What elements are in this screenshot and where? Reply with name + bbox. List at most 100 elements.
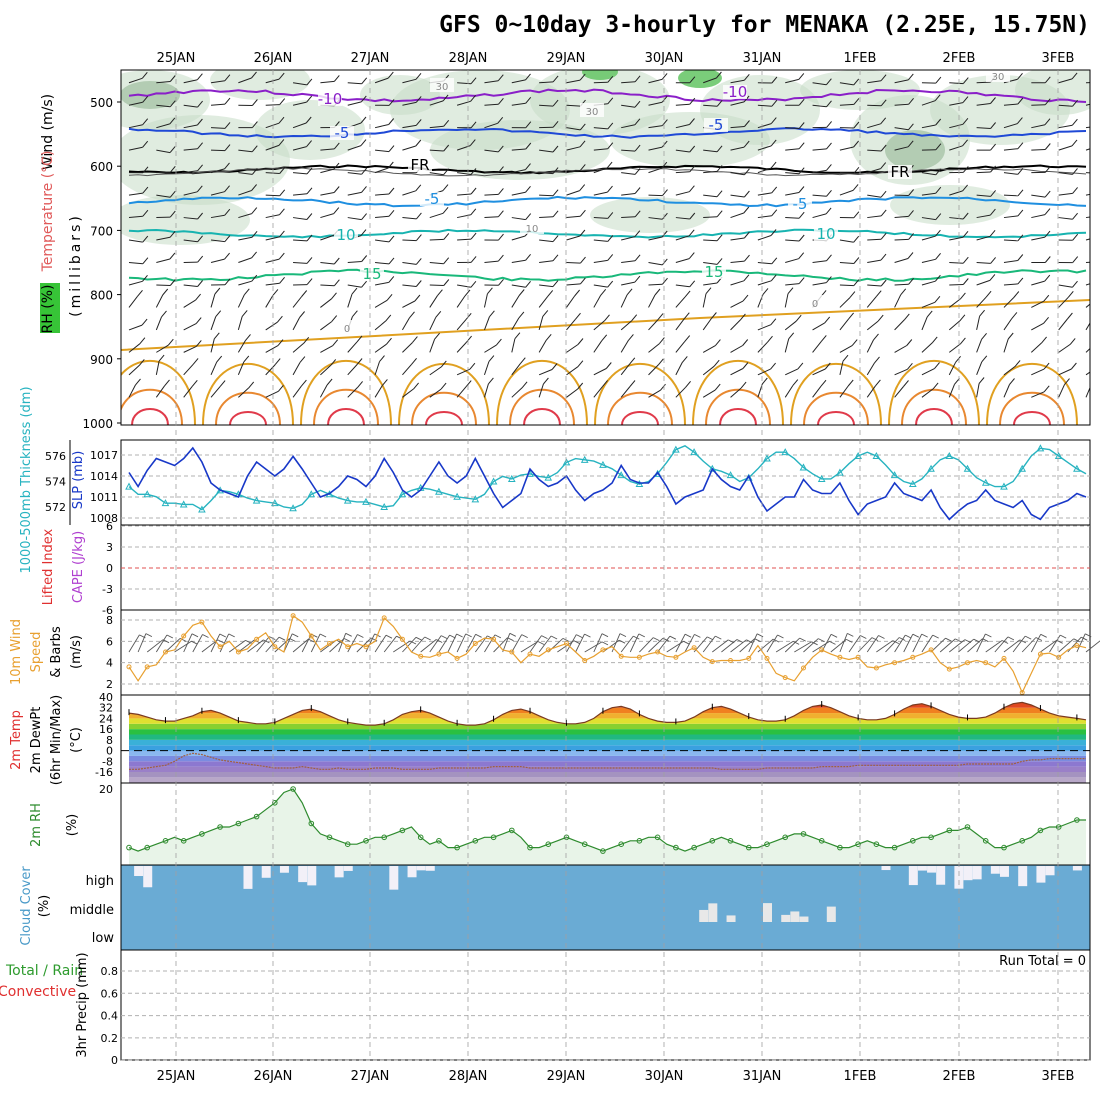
wind-barb	[839, 385, 849, 398]
wind-barb	[374, 299, 388, 308]
wind-barb-flag	[715, 339, 721, 346]
wind-barb-flag	[657, 313, 664, 320]
wind-barb-flag	[684, 335, 691, 342]
wind-barb	[1003, 283, 1018, 286]
wind-barb-flag	[470, 168, 477, 175]
wind-barb-flag	[251, 207, 258, 214]
wind-barb-flag	[142, 186, 149, 194]
wind-barb-flag	[443, 233, 450, 240]
wind-barb	[621, 149, 636, 152]
wind-barb	[648, 167, 662, 174]
wind-barb-flag	[361, 255, 368, 262]
wind-barb-flag	[1096, 337, 1100, 343]
wind10m-barb-flag	[465, 633, 472, 638]
wind-barb-flag	[552, 254, 559, 262]
wind-barb-flag	[1043, 316, 1049, 324]
wind10m-barb	[939, 638, 956, 653]
thickness-point-66	[726, 471, 735, 479]
wind-barb	[1003, 78, 1018, 84]
date-label-top-6: 31JAN	[743, 51, 782, 66]
temp-band	[129, 723, 1086, 730]
wind-barb-flag	[661, 140, 668, 148]
wind-barb-flag	[825, 207, 832, 215]
wind-barb-flag	[771, 99, 778, 107]
warm-isotherm-8-0	[888, 360, 980, 425]
wind-barb-flag	[962, 256, 969, 264]
wind-barb-flag	[661, 161, 668, 169]
wind-barb	[293, 193, 308, 196]
wind-barb	[812, 194, 827, 197]
contour-label-11: 15	[704, 263, 723, 281]
ytick-wind-2: 2	[106, 678, 113, 691]
wind-barb	[976, 214, 991, 219]
wind-barb-flag	[142, 257, 149, 265]
wind-barb	[183, 191, 198, 196]
warm-isotherm-0-0	[121, 360, 196, 425]
wind-barb-flag	[306, 278, 313, 285]
wind-barb-flag	[743, 73, 750, 81]
wind-barb-flag	[169, 75, 176, 82]
wind-barb-flag	[519, 357, 526, 365]
wind-barb	[621, 172, 636, 175]
wind-barb	[538, 296, 549, 308]
wind-barb-flag	[962, 139, 968, 147]
wind-barb	[921, 316, 928, 331]
wind10m-barb-flag	[618, 639, 626, 644]
warm-isotherm-4-2	[523, 408, 561, 425]
wind-barb	[347, 172, 362, 175]
cloud-high-95	[990, 866, 1000, 874]
wind10m-barb-flag	[440, 635, 448, 640]
wind-barb-flag	[962, 166, 969, 173]
ylabel-rh2m-unit: (%)	[65, 814, 80, 837]
wind10m-barb-flag	[308, 638, 315, 643]
date-label-top-0: 25JAN	[157, 51, 196, 66]
wind-barb	[839, 262, 854, 264]
ytick-pressure-900: 900	[90, 353, 113, 367]
wind-barb-flag	[689, 185, 695, 193]
wind-barb-flag	[990, 97, 996, 104]
wind-barb-flag	[306, 95, 313, 103]
wind-barb	[675, 386, 686, 398]
wind-barb	[456, 386, 467, 398]
wind10m-barb-flag	[357, 634, 364, 638]
wind-barb-flag	[826, 189, 832, 197]
wind-barb-flag	[907, 252, 914, 259]
wind-barb-flag	[740, 313, 746, 321]
wind-barb-flag	[990, 257, 996, 264]
wind-barb	[265, 321, 278, 331]
warm-isotherm-1-0	[202, 362, 294, 425]
thickness-point-74	[799, 463, 808, 471]
wind-barb	[511, 284, 526, 288]
date-label-top-5: 30JAN	[645, 51, 684, 66]
wind-barb-flag	[575, 312, 581, 320]
wind-barb	[347, 145, 362, 151]
wind-barb	[265, 258, 280, 263]
wind-barb-flag	[628, 334, 634, 341]
wind-barb	[675, 362, 683, 376]
wind-barb-flag	[826, 121, 832, 128]
wind-barb	[456, 341, 467, 353]
wind-barb-flag	[607, 122, 614, 130]
wind10m-barb	[1003, 639, 1021, 653]
wind-barb	[785, 127, 800, 129]
warm-isotherm-6-1	[705, 389, 771, 425]
wind-barb-flag	[361, 280, 367, 288]
rh-point-64	[709, 838, 716, 844]
rh-shading-11	[1015, 70, 1090, 115]
wind-barb-flag	[900, 288, 907, 296]
wind10m-barb-flag	[955, 638, 962, 643]
wind-barb	[867, 104, 882, 107]
wind10m-barb	[730, 639, 747, 653]
wind-barb-flag	[303, 336, 310, 344]
ylabel-wind: Wind (m/s)	[40, 94, 56, 170]
wind-barb	[374, 124, 389, 129]
isotherm-minus5	[128, 127, 1087, 139]
wind-barb-flag	[851, 339, 858, 346]
thickness-point-92	[963, 464, 972, 472]
wind-barb-flag	[1071, 362, 1077, 370]
wind-barb	[1085, 347, 1090, 353]
isotherm-freezing-2	[128, 167, 1087, 177]
rh-point-66	[727, 838, 734, 844]
thickness-point-20	[307, 490, 316, 498]
wind-barb-flag	[903, 313, 910, 321]
